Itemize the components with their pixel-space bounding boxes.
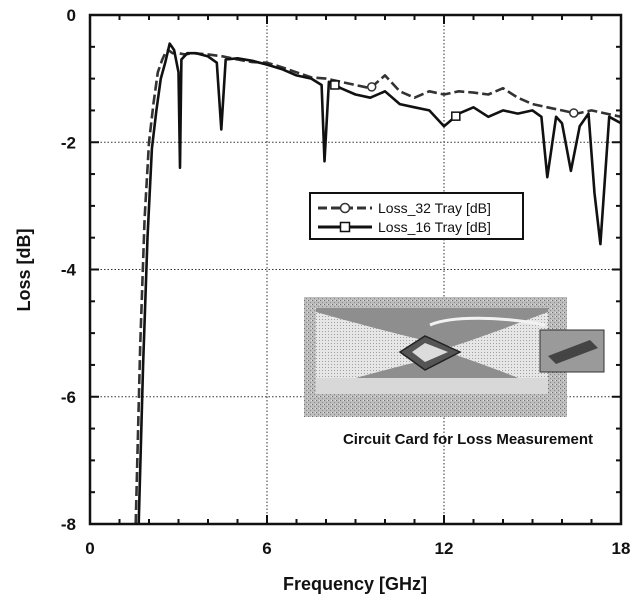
series-point-loss-32 xyxy=(366,82,377,92)
square-marker-icon xyxy=(339,221,351,233)
series-layer xyxy=(134,42,621,524)
series-line-loss-16 xyxy=(137,42,621,524)
legend-entry-loss-32: Loss_32 Tray [dB] xyxy=(318,200,491,216)
series-point-loss-16 xyxy=(451,111,461,121)
y-tick-label: -6 xyxy=(61,388,76,407)
series-point-loss-16 xyxy=(330,80,340,90)
inset-caption: Circuit Card for Loss Measurement xyxy=(343,431,593,448)
legend: Loss_32 Tray [dB] Loss_16 Tray [dB] xyxy=(309,192,524,240)
x-tick-label: 12 xyxy=(435,539,454,558)
ticks xyxy=(89,14,622,525)
y-tick-label: -8 xyxy=(61,515,76,534)
x-axis-title: Frequency [GHz] xyxy=(283,574,427,594)
x-tick-labels: 0 6 12 18 xyxy=(85,539,630,558)
legend-label-loss-16: Loss_16 Tray [dB] xyxy=(378,219,491,235)
x-tick-label: 0 xyxy=(85,539,94,558)
x-tick-label: 6 xyxy=(262,539,271,558)
circuit-card-photo: Circuit Card for Loss Measurement xyxy=(304,297,605,448)
circle-marker-icon xyxy=(339,202,351,214)
legend-entry-loss-16: Loss_16 Tray [dB] xyxy=(318,219,491,235)
legend-label-loss-32: Loss_32 Tray [dB] xyxy=(378,200,491,216)
y-tick-label: 0 xyxy=(67,6,76,25)
x-tick-label: 18 xyxy=(612,539,631,558)
y-tick-labels: 0 -2 -4 -6 -8 xyxy=(61,6,77,534)
y-tick-label: -2 xyxy=(61,133,76,152)
y-axis-title: Loss [dB] xyxy=(14,229,34,312)
series-point-loss-32 xyxy=(569,108,579,118)
series-line-loss-32 xyxy=(134,48,621,524)
y-tick-label: -4 xyxy=(61,261,77,280)
